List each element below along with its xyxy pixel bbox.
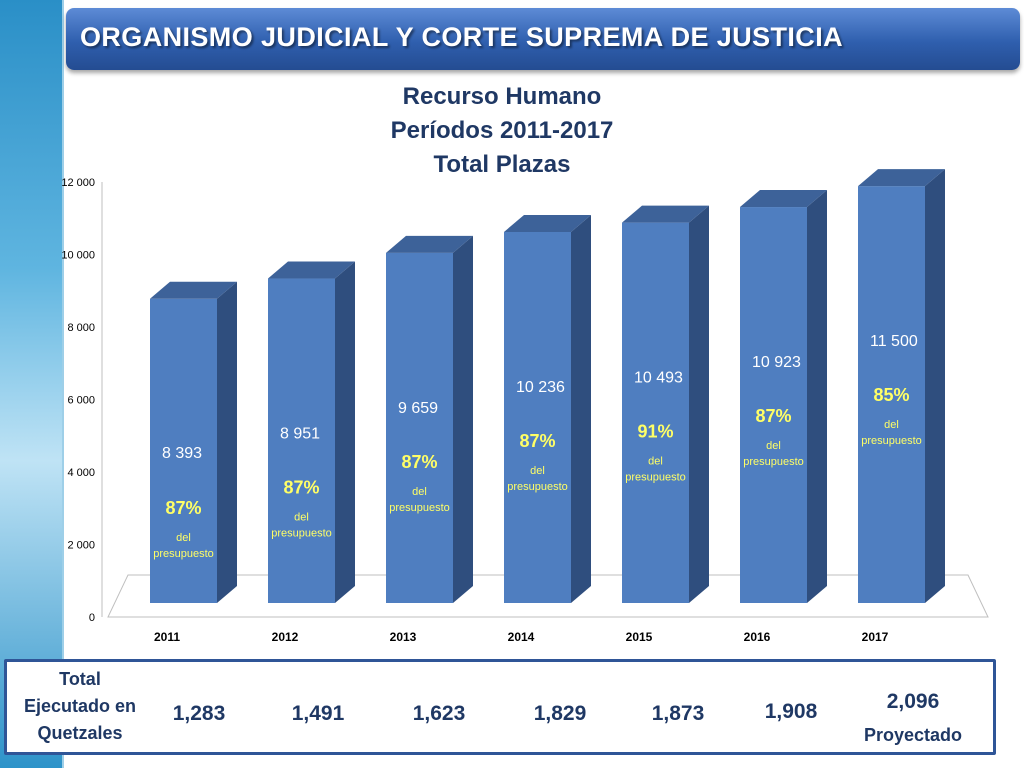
bar-percent-label: 87% [283, 478, 319, 498]
chart-title-line-2: Períodos 2011-2017 [390, 117, 614, 144]
bar-percent-note-line-2: presupuesto [743, 456, 804, 468]
bar-value-label: 11 500 [870, 333, 918, 350]
bar-side [925, 169, 945, 603]
bar-percent-note-line-1: del [294, 512, 309, 524]
bar-side [453, 235, 473, 603]
x-tick-label: 2011 [154, 630, 180, 644]
chart-title-line-3: Total Plazas [433, 151, 571, 178]
bar-percent-note-line-1: del [530, 465, 545, 477]
bar-percent-note-line-2: presupuesto [625, 472, 686, 484]
y-tick-label: 12 000 [61, 177, 95, 189]
executed-value-2012: 1,491 [291, 702, 345, 725]
bar-front [150, 298, 217, 603]
executed-value-2011: 1,283 [172, 702, 226, 725]
executed-label-line-1: Total [59, 669, 101, 689]
bar-side [335, 261, 355, 603]
x-tick-label: 2014 [508, 630, 535, 644]
y-tick-label: 2 000 [67, 540, 95, 552]
bar-value-label: 8 393 [162, 445, 202, 462]
bar-top [150, 281, 237, 299]
y-tick-label: 10 000 [61, 250, 95, 262]
bar-percent-note-line-1: del [176, 532, 191, 544]
bar-percent-note-line-1: del [766, 440, 781, 452]
bar-percent-note-line-2: presupuesto [153, 548, 214, 560]
executed-value-2014: 1,829 [533, 702, 587, 725]
bar-side [689, 205, 709, 603]
executed-budget-table: Total Ejecutado en Quetzales 1,283 1,491… [4, 659, 996, 755]
bar-percent-note-line-1: del [648, 456, 663, 468]
bar-top [858, 169, 945, 187]
bar-front [386, 252, 453, 603]
bar-percent-label: 87% [401, 452, 437, 472]
x-tick-label: 2013 [390, 630, 417, 644]
bar-percent-label: 87% [755, 406, 791, 426]
executed-value-2017: 2,096 [886, 690, 940, 713]
bar-percent-note-line-2: presupuesto [271, 528, 332, 540]
bar-value-label: 10 923 [752, 354, 801, 371]
bar-front [740, 207, 807, 603]
executed-value-2015: 1,873 [651, 702, 705, 725]
bar-value-label: 8 951 [280, 426, 320, 443]
bar-percent-note-line-2: presupuesto [507, 481, 568, 493]
bar-percent-label: 87% [519, 431, 555, 451]
bar-top [504, 214, 591, 232]
chart-title-line-1: Recurso Humano [402, 83, 602, 110]
y-tick-label: 8 000 [67, 322, 95, 334]
executed-value-2016: 1,908 [764, 700, 818, 723]
bar-percent-note-line-2: presupuesto [861, 435, 922, 447]
bar-value-label: 10 236 [516, 379, 565, 396]
chart-title: Recurso Humano Períodos 2011-2017 Total … [302, 80, 702, 182]
bar-top [268, 261, 355, 279]
y-tick-label: 6 000 [67, 395, 95, 407]
bar-percent-label: 85% [873, 385, 909, 405]
bar-top [740, 190, 827, 208]
executed-value-2013: 1,623 [412, 702, 466, 725]
bar-side [217, 281, 237, 603]
x-tick-label: 2016 [744, 630, 771, 644]
bar-chart: 0 2 000 4 000 6 000 8 000 10 000 12 000 8 393 87… [61, 169, 989, 644]
bar-percent-note-line-1: del [412, 486, 427, 498]
bar-side [807, 190, 827, 603]
x-tick-label: 2017 [862, 630, 889, 644]
left-band-divider [62, 0, 64, 768]
x-tick-label: 2015 [626, 630, 653, 644]
x-tick-label: 2012 [272, 630, 299, 644]
bar-value-label: 9 659 [398, 400, 438, 417]
projected-note: Proyectado [863, 725, 963, 745]
y-tick-label: 0 [89, 612, 95, 624]
executed-label-line-2: Ejecutado en [23, 696, 137, 716]
y-tick-label: 4 000 [67, 467, 95, 479]
bar-front [268, 278, 335, 603]
bar-side [571, 214, 591, 603]
bar-top [386, 235, 473, 253]
bar-top [622, 205, 709, 223]
bar-front [504, 231, 571, 603]
page-title: ORGANISMO JUDICIAL Y CORTE SUPREMA DE JU… [80, 22, 843, 52]
bar-percent-label: 91% [637, 422, 673, 442]
bar-percent-label: 87% [165, 498, 201, 518]
bar-value-label: 10 493 [634, 370, 683, 387]
executed-label-line-3: Quetzales [37, 723, 123, 743]
bar-percent-note-line-1: del [884, 419, 899, 431]
executed-budget-label: Total Ejecutado en Quetzales [15, 666, 145, 747]
bar-percent-note-line-2: presupuesto [389, 502, 450, 514]
bar-front [622, 222, 689, 603]
bar-front [858, 186, 925, 603]
title-banner: ORGANISMO JUDICIAL Y CORTE SUPREMA DE JU… [66, 8, 1020, 70]
left-decorative-band [0, 0, 62, 768]
